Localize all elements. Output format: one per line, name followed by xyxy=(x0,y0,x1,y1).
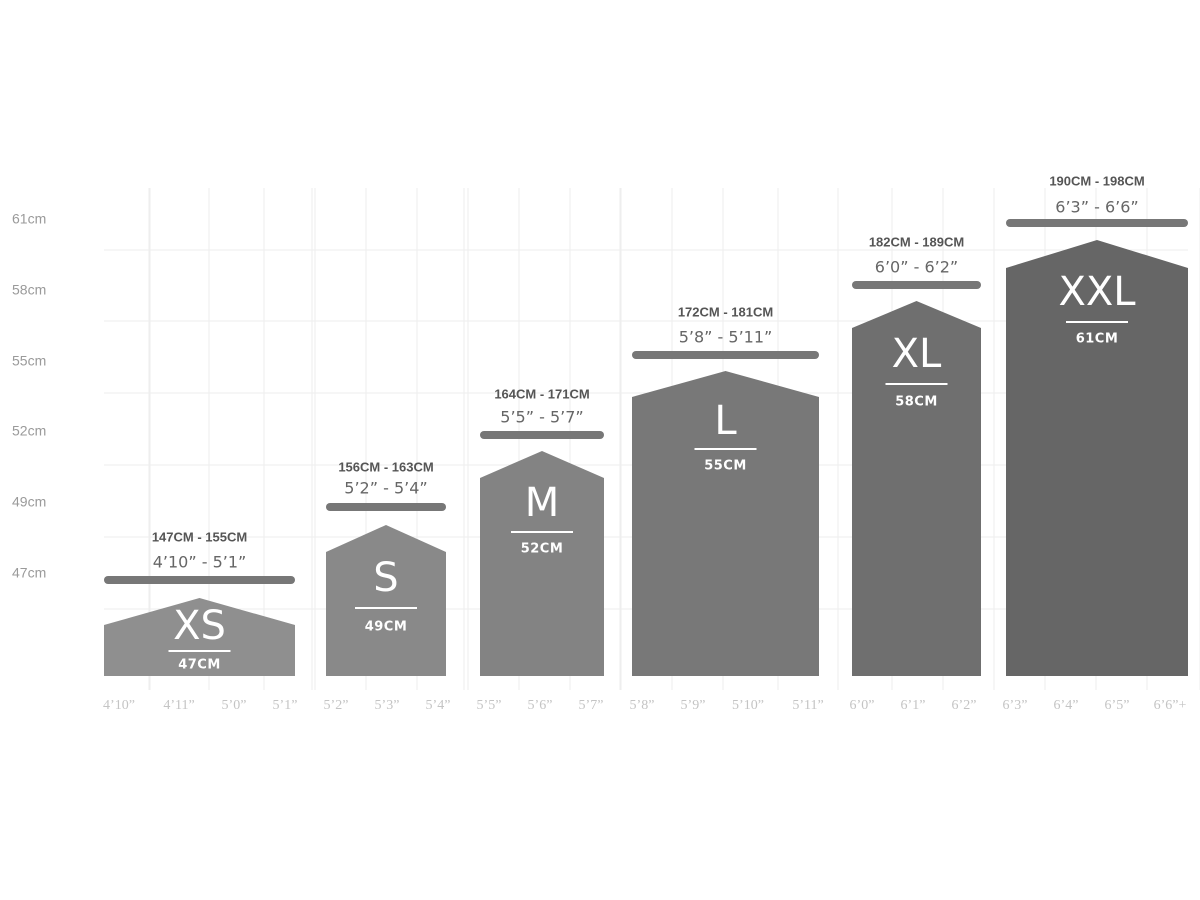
x-axis-label: 6’2” xyxy=(952,698,977,713)
x-axis-label: 6’5” xyxy=(1105,698,1130,713)
size-house xyxy=(326,525,446,676)
size-name: L xyxy=(714,398,737,444)
size-name: XL xyxy=(892,331,942,377)
size-house xyxy=(632,371,819,676)
x-axis-label: 5’2” xyxy=(324,698,349,713)
size-house xyxy=(104,598,295,676)
size-name: M xyxy=(525,480,560,526)
y-axis-label: 58cm xyxy=(12,282,46,298)
y-axis-label: 49cm xyxy=(12,494,46,510)
inch-range: 5’8” - 5’11” xyxy=(679,328,773,347)
frame-size: 49CM xyxy=(365,620,408,635)
y-axis-label: 61cm xyxy=(12,211,46,227)
x-axis-label: 5’5” xyxy=(477,698,502,713)
x-axis-label: 5’11” xyxy=(792,698,823,713)
x-axis-label: 5’4” xyxy=(426,698,451,713)
size-house xyxy=(852,301,981,676)
x-axis-label: 6’1” xyxy=(901,698,926,713)
frame-size: 55CM xyxy=(704,459,747,474)
x-axis-label: 5’9” xyxy=(681,698,706,713)
frame-size: 52CM xyxy=(521,542,564,557)
inch-range: 6’0” - 6’2” xyxy=(875,258,958,277)
cm-range: 164CM - 171CM xyxy=(494,386,589,401)
frame-size: 47CM xyxy=(178,658,221,673)
y-axis-label: 47cm xyxy=(12,565,46,581)
inch-range: 4’10” - 5’1” xyxy=(153,553,247,572)
inch-range: 5’5” - 5’7” xyxy=(500,408,583,427)
x-axis-label: 5’3” xyxy=(375,698,400,713)
inch-range: 6’3” - 6’6” xyxy=(1055,198,1138,217)
y-axis-label: 52cm xyxy=(12,423,46,439)
size-name: XS xyxy=(173,603,226,649)
x-axis-label: 6’0” xyxy=(850,698,875,713)
inch-range: 5’2” - 5’4” xyxy=(344,479,427,498)
y-axis-label: 55cm xyxy=(12,353,46,369)
cm-range: 156CM - 163CM xyxy=(338,459,433,474)
x-axis-label: 5’7” xyxy=(579,698,604,713)
x-axis-label: 5’6” xyxy=(528,698,553,713)
x-axis-label: 5’8” xyxy=(630,698,655,713)
x-axis-label: 5’0” xyxy=(222,698,247,713)
x-axis-label: 6’4” xyxy=(1054,698,1079,713)
size-name: S xyxy=(373,555,398,601)
frame-size: 61CM xyxy=(1076,332,1119,347)
x-axis-label: 6’6”+ xyxy=(1154,698,1187,713)
x-axis-label: 5’1” xyxy=(273,698,298,713)
cm-range: 172CM - 181CM xyxy=(678,304,773,319)
frame-size: 58CM xyxy=(895,395,938,410)
cm-range: 182CM - 189CM xyxy=(869,234,964,249)
size-house xyxy=(1006,240,1188,676)
x-axis-label: 5’10” xyxy=(732,698,764,713)
x-axis-label: 4’11” xyxy=(163,698,194,713)
x-axis-label: 6’3” xyxy=(1003,698,1028,713)
size-house xyxy=(480,451,604,676)
size-name: XXL xyxy=(1058,269,1136,315)
x-axis-label: 4’10” xyxy=(103,698,135,713)
cm-range: 190CM - 198CM xyxy=(1049,173,1144,188)
cm-range: 147CM - 155CM xyxy=(152,529,247,544)
